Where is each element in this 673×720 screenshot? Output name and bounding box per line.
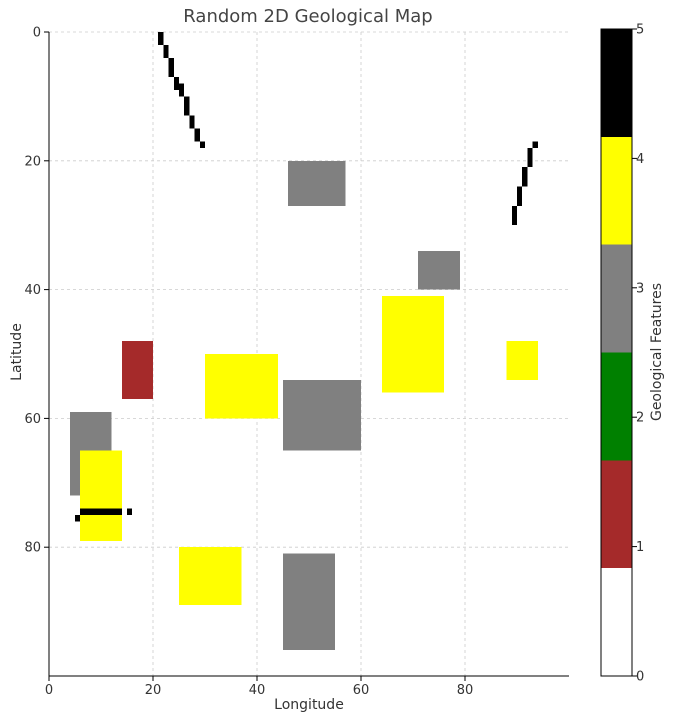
feature-cell-39 (111, 508, 117, 515)
x-tick-label-3: 60 (353, 683, 370, 698)
colorbar-level-0 (601, 568, 632, 676)
feature-cell-25 (522, 180, 528, 187)
feature-cell-18 (199, 141, 205, 148)
feature-cell-19 (532, 141, 538, 148)
y-tick-label-1: 20 (24, 154, 41, 169)
feature-cell-21 (527, 154, 533, 161)
feature-region-8 (80, 450, 122, 541)
colorbar-ticks: 0 1 2 3 4 5 (632, 23, 644, 685)
feature-cell-6 (168, 70, 174, 78)
colorbar-level-1 (601, 460, 632, 569)
feature-cell-35 (90, 508, 96, 515)
colorbar-level-3 (601, 244, 632, 353)
plot-area: 0 20 40 60 80 0 20 40 60 80 (24, 26, 569, 698)
colorbar: 0 1 2 3 4 5 Geological Features (600, 23, 665, 685)
x-tick-label-1: 20 (145, 683, 162, 698)
feature-cell-24 (522, 173, 528, 181)
colorbar-tick-label-4: 4 (636, 152, 644, 167)
x-axis-ticks: 0 20 40 60 80 (45, 676, 473, 698)
feature-cell-14 (189, 115, 195, 123)
feature-cell-31 (511, 218, 517, 226)
colorbar-label: Geological Features (649, 283, 665, 421)
feature-cell-15 (189, 122, 195, 129)
feature-region-10 (283, 553, 335, 651)
chart-title: Random 2D Geological Map (183, 6, 432, 27)
feature-cell-22 (527, 160, 533, 168)
feature-region-0 (288, 160, 346, 206)
colorbar-tick-label-2: 2 (636, 411, 644, 426)
feature-cell-27 (517, 193, 523, 200)
colorbar-tick-label-0: 0 (636, 670, 644, 685)
feature-region-5 (205, 354, 278, 419)
feature-cell-29 (511, 205, 517, 213)
feature-cell-13 (184, 109, 190, 116)
feature-cell-3 (163, 51, 169, 58)
y-tick-label-0: 0 (33, 26, 41, 41)
feature-region-3 (506, 341, 538, 380)
feature-cell-32 (75, 515, 81, 522)
feature-region-1 (418, 250, 460, 290)
colorbar-tick-label-3: 3 (636, 281, 644, 296)
y-axis-ticks: 0 20 40 60 80 (24, 26, 49, 556)
colorbar-frame (600, 28, 633, 677)
colorbar-tick-label-5: 5 (636, 23, 644, 38)
feature-cell-2 (163, 44, 169, 52)
feature-cell-33 (80, 508, 86, 515)
x-tick-label-2: 40 (249, 683, 266, 698)
feature-region-9 (179, 547, 242, 606)
colorbar-levels (601, 29, 632, 676)
feature-region-4 (121, 341, 153, 400)
colorbar-level-2 (601, 352, 632, 461)
feature-cells (75, 32, 538, 522)
feature-cell-41 (127, 508, 133, 515)
feature-cell-36 (95, 508, 101, 515)
feature-regions (69, 160, 538, 651)
feature-cell-38 (106, 508, 112, 515)
feature-cell-28 (517, 199, 523, 206)
feature-cell-8 (173, 83, 179, 90)
feature-region-6 (283, 379, 361, 451)
feature-cell-4 (168, 57, 174, 65)
y-tick-label-3: 60 (24, 412, 41, 427)
feature-cell-1 (158, 38, 164, 45)
feature-cell-11 (184, 96, 190, 103)
y-axis-label: Latitude (9, 323, 25, 381)
feature-cell-40 (116, 508, 122, 515)
feature-region-2 (381, 296, 445, 393)
colorbar-tick-label-1: 1 (636, 540, 644, 555)
colorbar-level-5 (601, 29, 632, 137)
x-tick-label-0: 0 (45, 683, 53, 698)
feature-cell-0 (158, 32, 164, 39)
feature-cell-16 (194, 128, 200, 136)
y-tick-label-4: 80 (24, 541, 41, 556)
feature-cell-10 (179, 89, 185, 97)
colorbar-level-4 (601, 136, 632, 245)
feature-cell-23 (522, 167, 528, 174)
x-tick-label-4: 80 (457, 683, 474, 698)
feature-cell-17 (194, 135, 200, 142)
feature-cell-20 (527, 147, 533, 155)
feature-cell-37 (101, 508, 107, 515)
y-tick-label-2: 40 (24, 283, 41, 298)
feature-cell-30 (511, 212, 517, 219)
feature-cell-7 (173, 77, 179, 84)
feature-cell-12 (184, 102, 190, 110)
feature-cell-34 (85, 508, 91, 515)
feature-cell-5 (168, 64, 174, 71)
feature-cell-26 (517, 186, 523, 193)
x-axis-label: Longitude (274, 697, 344, 713)
feature-cell-9 (179, 83, 185, 90)
